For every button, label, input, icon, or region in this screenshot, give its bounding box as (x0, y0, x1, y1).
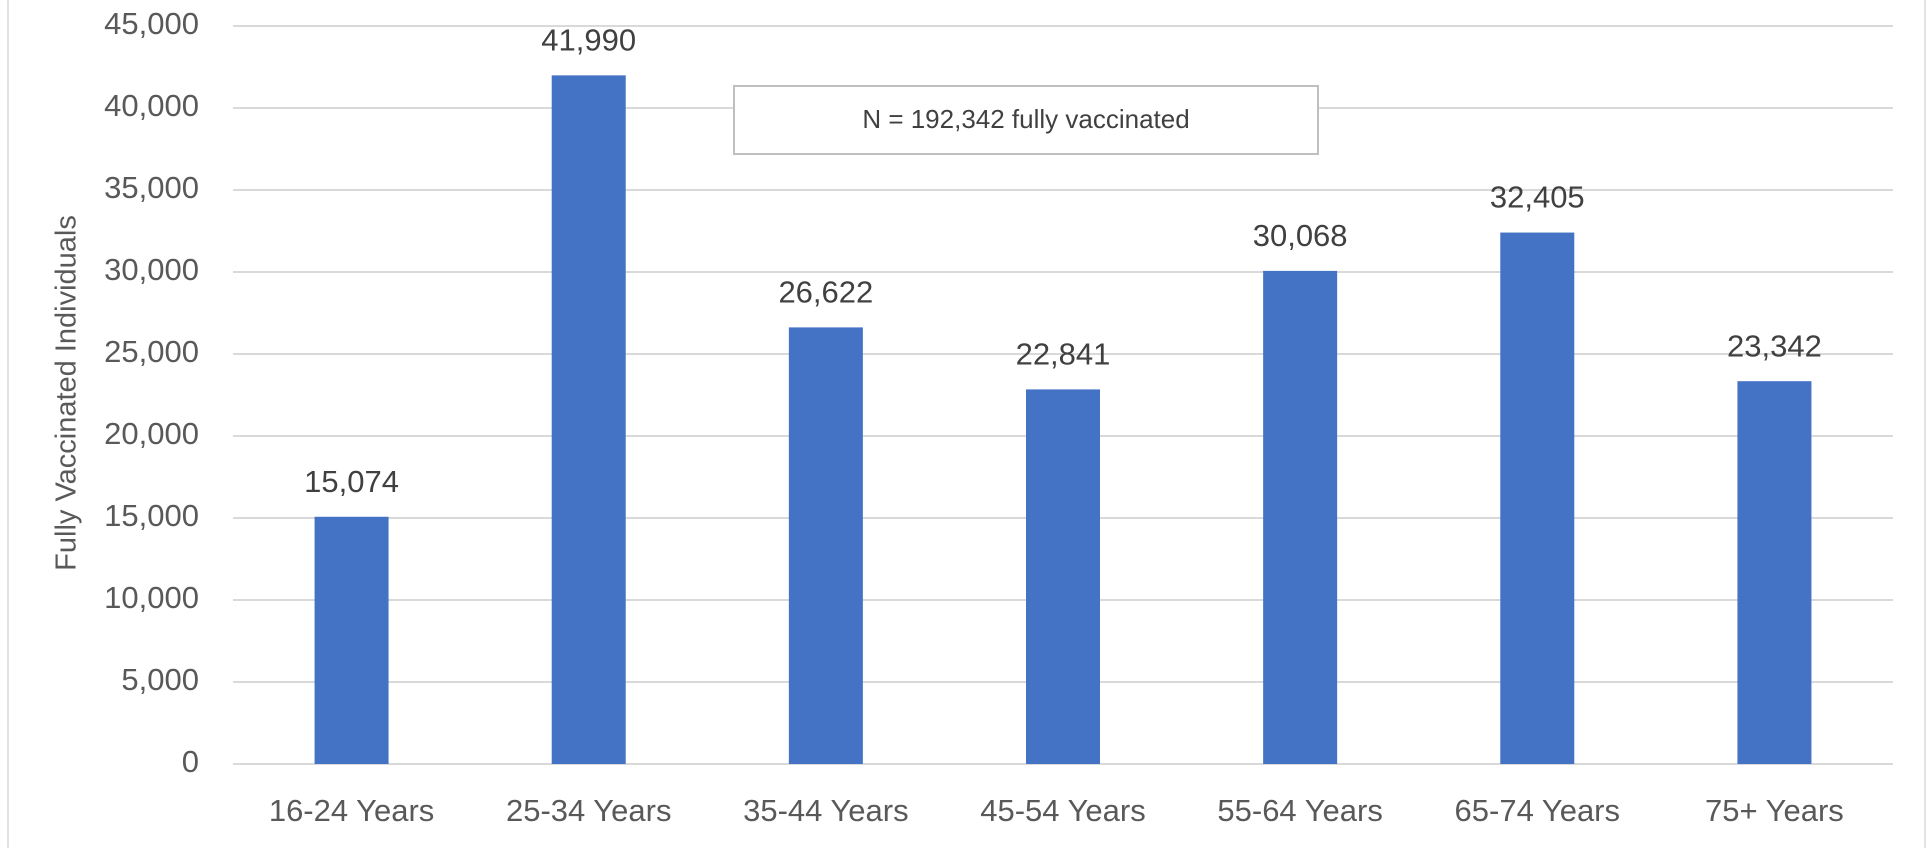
y-tick-label: 20,000 (104, 416, 199, 451)
y-tick-label: 45,000 (104, 6, 199, 41)
y-tick-label: 10,000 (104, 580, 199, 615)
bar (1737, 381, 1812, 764)
value-label: 22,841 (1016, 337, 1111, 372)
x-tick-label: 55-64 Years (1217, 793, 1382, 828)
x-tick-label: 45-54 Years (980, 793, 1145, 828)
bar (314, 516, 389, 764)
bar (1026, 389, 1100, 764)
bar (788, 327, 863, 764)
y-tick-label: 35,000 (104, 170, 199, 205)
bar (1263, 270, 1338, 764)
y-tick-label: 5,000 (121, 662, 199, 697)
x-tick-label: 35-44 Years (743, 793, 908, 828)
y-tick-label: 30,000 (104, 252, 199, 287)
y-tick-label: 0 (182, 744, 199, 779)
x-tick-label: 65-74 Years (1455, 793, 1620, 828)
x-tick-label: 25-34 Years (506, 793, 671, 828)
bar (551, 75, 626, 764)
y-tick-label: 25,000 (104, 334, 199, 369)
value-label: 15,074 (304, 464, 399, 499)
x-tick-label: 16-24 Years (269, 793, 434, 828)
value-label: 32,405 (1490, 180, 1585, 215)
y-tick-label: 40,000 (104, 88, 199, 123)
bar (1500, 232, 1575, 765)
value-label: 30,068 (1253, 218, 1348, 253)
value-label: 41,990 (541, 23, 636, 58)
value-label: 26,622 (778, 275, 873, 310)
x-tick-label: 75+ Years (1705, 793, 1844, 828)
annotation: N = 192,342 fully vaccinated (862, 104, 1189, 134)
annotation-box (733, 85, 1319, 155)
y-tick-label: 15,000 (104, 498, 199, 533)
value-label: 23,342 (1727, 328, 1822, 363)
chart-border (7, 0, 1926, 848)
y-axis-title: Fully Vaccinated Individuals (51, 215, 83, 571)
